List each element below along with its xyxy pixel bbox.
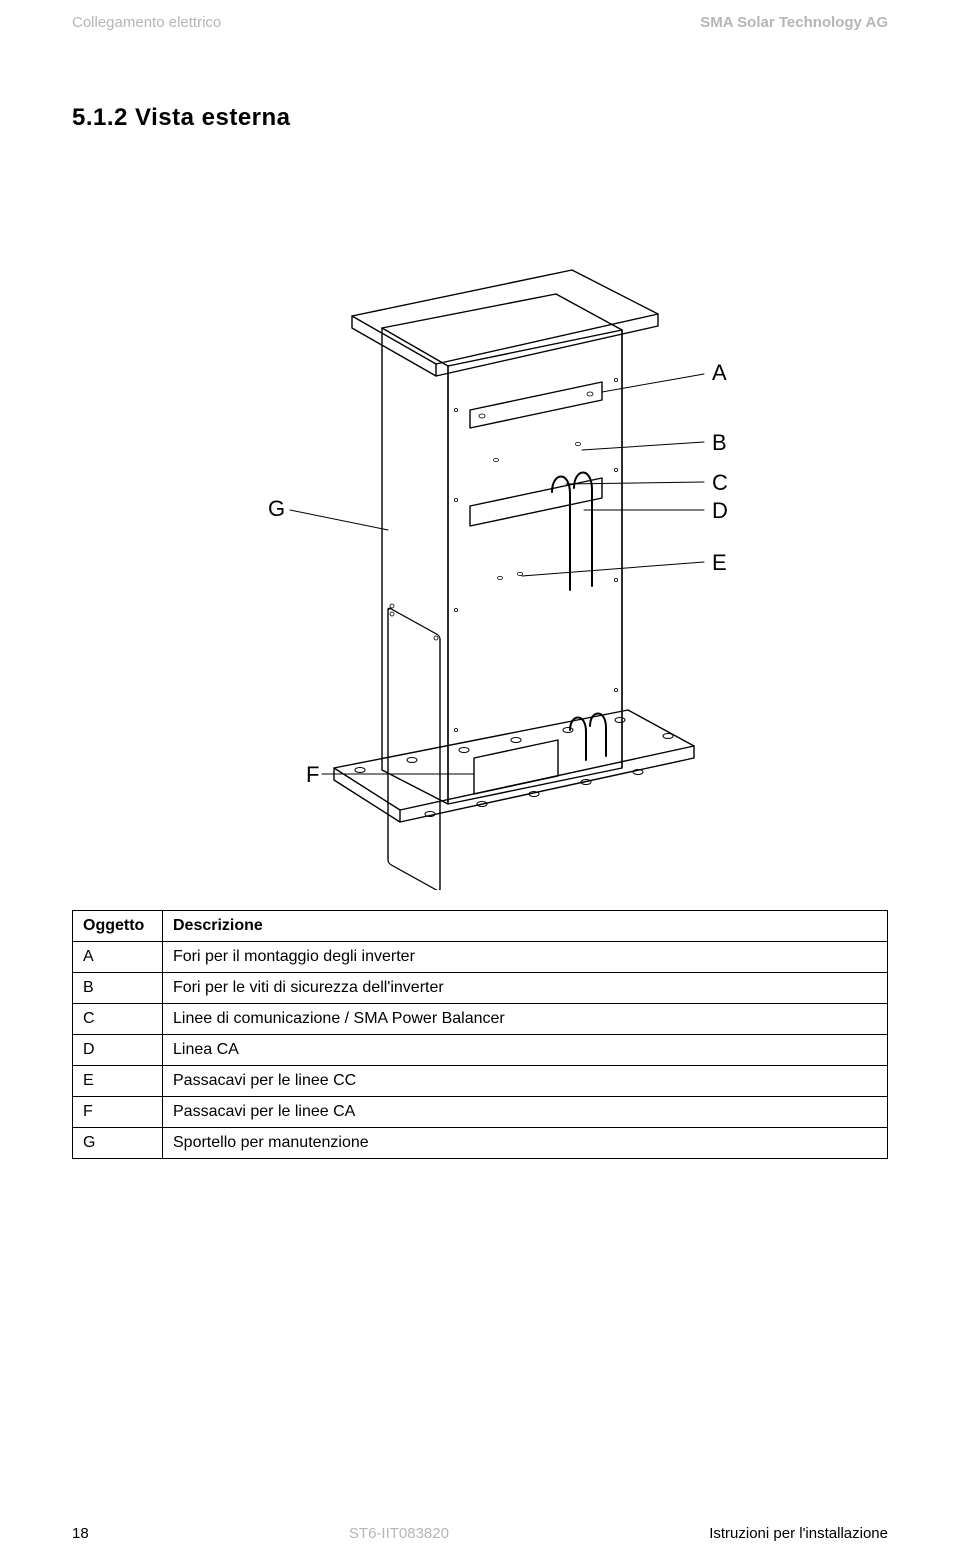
callout-a: A xyxy=(712,360,727,385)
th-descrizione: Descrizione xyxy=(163,911,888,942)
cell-desc: Passacavi per le linee CC xyxy=(163,1066,888,1097)
table-row: E Passacavi per le linee CC xyxy=(73,1066,888,1097)
exterior-view-diagram: A B C D E F G xyxy=(72,170,888,890)
cell-key: D xyxy=(73,1035,163,1066)
cell-desc: Sportello per manutenzione xyxy=(163,1128,888,1159)
cell-desc: Linea CA xyxy=(163,1035,888,1066)
cell-key: G xyxy=(73,1128,163,1159)
cell-key: E xyxy=(73,1066,163,1097)
cell-desc: Passacavi per le linee CA xyxy=(163,1097,888,1128)
cell-desc: Fori per il montaggio degli inverter xyxy=(163,942,888,973)
table-row: C Linee di comunicazione / SMA Power Bal… xyxy=(73,1004,888,1035)
page: Collegamento elettrico SMA Solar Technol… xyxy=(0,0,960,1564)
cell-key: A xyxy=(73,942,163,973)
table-row: B Fori per le viti di sicurezza dell'inv… xyxy=(73,973,888,1004)
parts-table-wrap: Oggetto Descrizione A Fori per il montag… xyxy=(72,910,888,1159)
diagram-svg: A B C D E F G xyxy=(72,170,888,890)
footer-right: Istruzioni per l'installazione xyxy=(709,1525,888,1542)
page-header: Collegamento elettrico SMA Solar Technol… xyxy=(0,14,960,31)
th-oggetto: Oggetto xyxy=(73,911,163,942)
cell-key: C xyxy=(73,1004,163,1035)
parts-table: Oggetto Descrizione A Fori per il montag… xyxy=(72,910,888,1159)
table-row: F Passacavi per le linee CA xyxy=(73,1097,888,1128)
callout-c: C xyxy=(712,470,728,495)
cell-desc: Linee di comunicazione / SMA Power Balan… xyxy=(163,1004,888,1035)
callout-d: D xyxy=(712,498,728,523)
table-row: A Fori per il montaggio degli inverter xyxy=(73,942,888,973)
table-row: G Sportello per manutenzione xyxy=(73,1128,888,1159)
table-row: D Linea CA xyxy=(73,1035,888,1066)
page-footer: 18 Istruzioni per l'installazione ST6-II… xyxy=(0,1525,960,1542)
callout-b: B xyxy=(712,430,727,455)
footer-page-number: 18 xyxy=(72,1525,89,1542)
callout-f: F xyxy=(306,762,319,787)
header-right: SMA Solar Technology AG xyxy=(700,14,888,31)
section-heading: 5.1.2 Vista esterna xyxy=(72,104,291,132)
cell-key: B xyxy=(73,973,163,1004)
cell-desc: Fori per le viti di sicurezza dell'inver… xyxy=(163,973,888,1004)
table-header-row: Oggetto Descrizione xyxy=(73,911,888,942)
callout-g: G xyxy=(268,496,285,521)
header-left: Collegamento elettrico xyxy=(72,14,221,31)
callout-e: E xyxy=(712,550,727,575)
cell-key: F xyxy=(73,1097,163,1128)
